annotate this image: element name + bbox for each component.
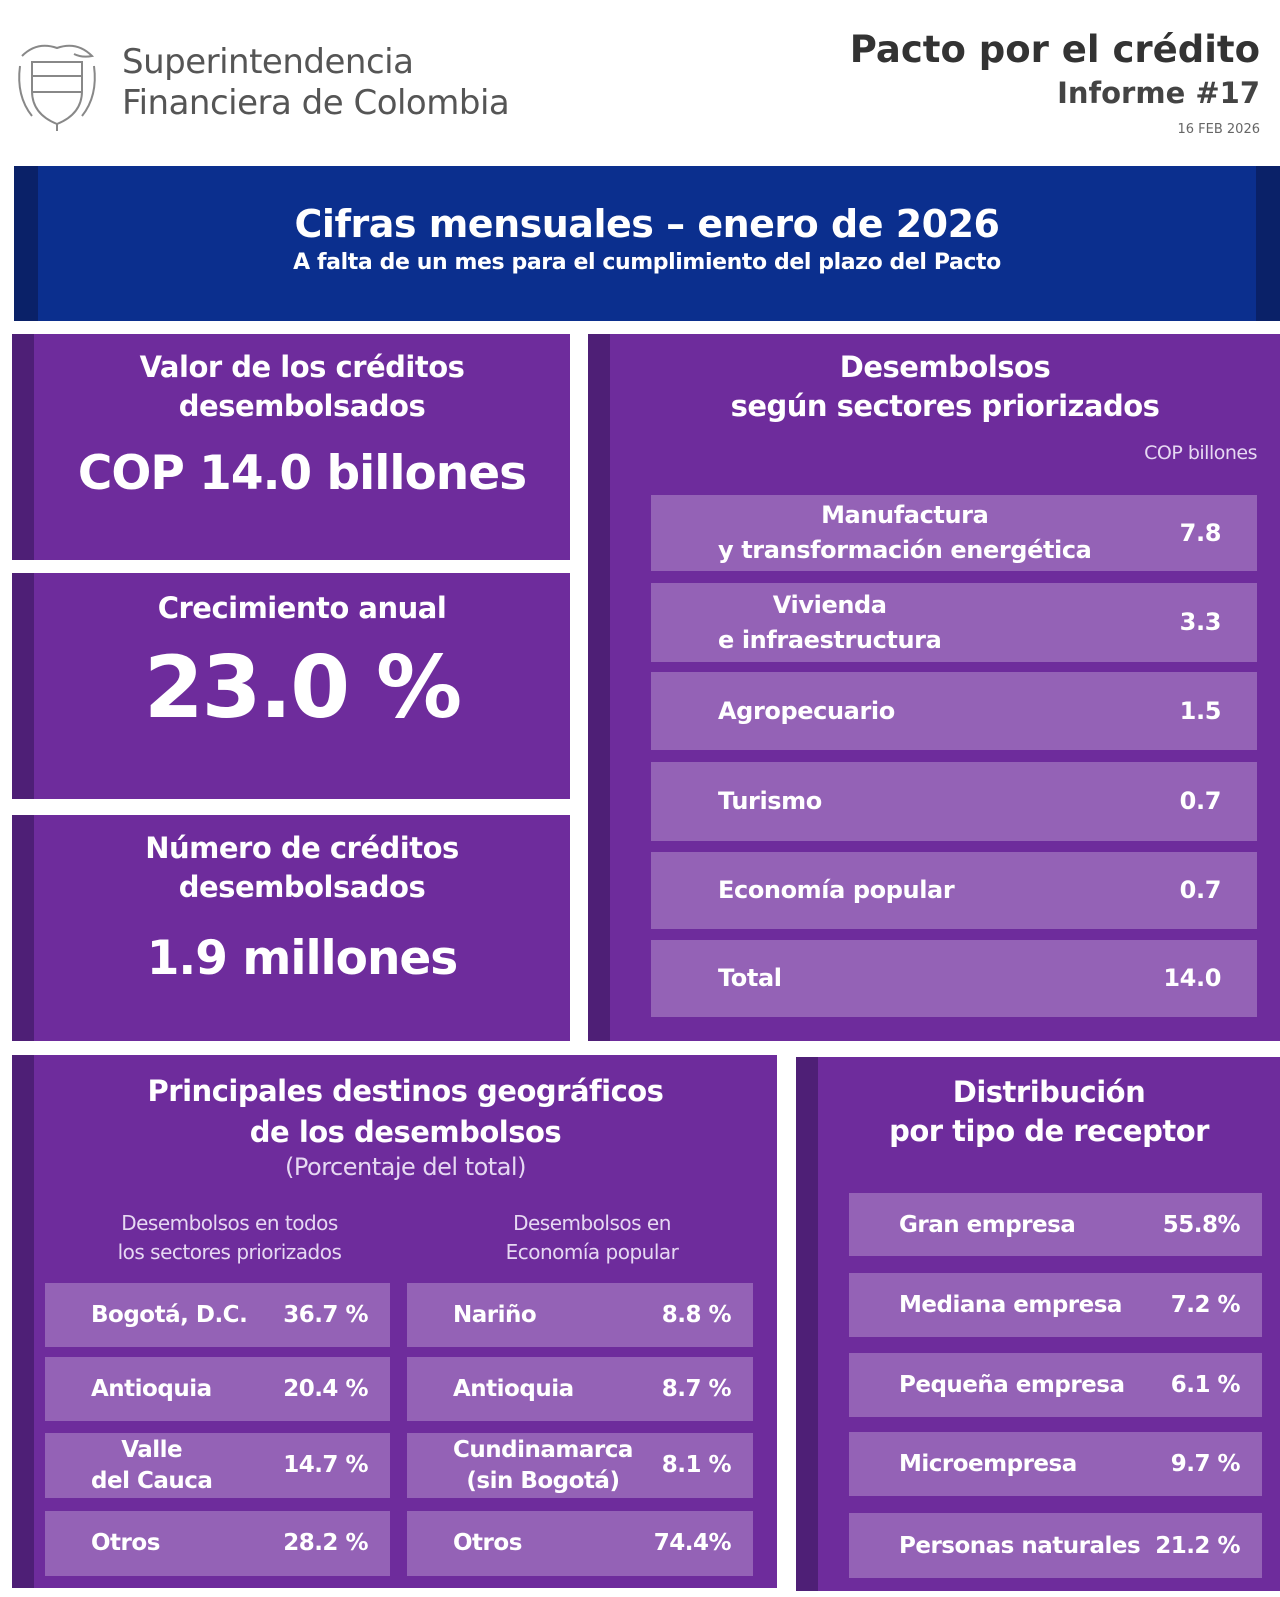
geo-row: Cundinamarca (sin Bogotá) 8.1 % bbox=[407, 1433, 753, 1498]
banner-subtitle: A falta de un mes para el cumplimiento d… bbox=[293, 250, 1001, 275]
receptor-value: 21.2 % bbox=[1155, 1532, 1240, 1559]
region-name: Antioquia bbox=[453, 1375, 574, 1402]
receptor-value: 6.1 % bbox=[1170, 1372, 1241, 1398]
receptor-row: Microempresa 9.7 % bbox=[849, 1432, 1262, 1496]
kpi-label: desembolsados bbox=[178, 870, 426, 904]
column-header: Economía popular bbox=[505, 1240, 679, 1264]
sector-name: Total bbox=[718, 964, 782, 992]
region-name: Valle bbox=[121, 1436, 183, 1463]
banner: Cifras mensuales – enero de 2026 A falta… bbox=[14, 166, 1280, 321]
kpi-label: Crecimiento anual bbox=[157, 591, 447, 625]
receptor-name: Mediana empresa bbox=[899, 1292, 1122, 1318]
panel-title: por tipo de receptor bbox=[889, 1114, 1209, 1148]
region-value: 20.4 % bbox=[283, 1375, 368, 1402]
sector-value: 3.3 bbox=[1179, 608, 1222, 636]
org-line-1: Superintendencia bbox=[122, 42, 414, 82]
sector-name: Agropecuario bbox=[718, 696, 895, 725]
receptor-row: Pequeña empresa 6.1 % bbox=[849, 1353, 1262, 1417]
column-header: Desembolsos en bbox=[513, 1211, 671, 1235]
region-value: 28.2 % bbox=[283, 1530, 368, 1556]
sector-row: Economía popular 0.7 bbox=[651, 852, 1257, 929]
region-value: 8.7 % bbox=[661, 1375, 732, 1402]
receptor-row: Personas naturales 21.2 % bbox=[849, 1513, 1262, 1578]
region-name: Otros bbox=[453, 1530, 522, 1556]
receptor-name: Pequeña empresa bbox=[899, 1372, 1125, 1398]
org-line-2: Financiera de Colombia bbox=[122, 83, 510, 123]
sectors-panel: Desembolsos según sectores priorizados CO… bbox=[588, 334, 1280, 1041]
panel-title: según sectores priorizados bbox=[730, 389, 1160, 423]
geo-row: Nariño 8.8 % bbox=[407, 1283, 753, 1347]
sector-name: Turismo bbox=[718, 787, 822, 815]
region-name: Bogotá, D.C. bbox=[91, 1301, 248, 1328]
kpi-credit-count: Número de créditos desembolsados 1.9 mill… bbox=[12, 815, 570, 1041]
geo-row: Bogotá, D.C. 36.7 % bbox=[45, 1283, 390, 1347]
region-name: del Cauca bbox=[91, 1467, 213, 1494]
organization-name: Superintendencia Financiera de Colombia bbox=[122, 42, 510, 124]
sector-value: 0.7 bbox=[1179, 876, 1222, 904]
column-header: los sectores priorizados bbox=[117, 1240, 342, 1264]
receptor-name: Gran empresa bbox=[899, 1211, 1076, 1238]
colombia-coat-of-arms-logo bbox=[18, 44, 96, 131]
banner-title: Cifras mensuales – enero de 2026 bbox=[294, 202, 1000, 246]
sector-value: 7.8 bbox=[1179, 518, 1222, 547]
kpi-label: desembolsados bbox=[178, 389, 426, 423]
receptor-name: Microempresa bbox=[899, 1451, 1077, 1477]
region-name: Antioquia bbox=[91, 1375, 212, 1402]
geo-row: Valle del Cauca 14.7 % bbox=[45, 1433, 390, 1498]
kpi-value: 1.9 millones bbox=[146, 931, 459, 986]
receptor-panel: Distribución por tipo de receptor Gran em… bbox=[796, 1057, 1280, 1591]
receptor-value: 9.7 % bbox=[1170, 1451, 1241, 1477]
receptor-name: Personas naturales bbox=[899, 1532, 1141, 1559]
panel-title: Principales destinos geográficos bbox=[147, 1074, 664, 1108]
receptor-row: Mediana empresa 7.2 % bbox=[849, 1273, 1262, 1337]
kpi-label: Número de créditos bbox=[145, 831, 459, 865]
sector-value: 14.0 bbox=[1163, 964, 1221, 992]
sector-row: Turismo 0.7 bbox=[651, 762, 1257, 841]
receptor-value: 55.8% bbox=[1162, 1211, 1241, 1238]
report-date: 16 FEB 2026 bbox=[1177, 122, 1260, 137]
region-value: 8.8 % bbox=[661, 1301, 732, 1328]
receptor-row: Gran empresa 55.8% bbox=[849, 1193, 1262, 1256]
kpi-value: 23.0 % bbox=[143, 638, 462, 738]
region-value: 74.4% bbox=[653, 1530, 732, 1556]
sector-row: Vivienda e infraestructura 3.3 bbox=[651, 583, 1257, 662]
kpi-credit-value: Valor de los créditos desembolsados COP 1… bbox=[12, 334, 570, 560]
panel-note: (Porcentaje del total) bbox=[285, 1153, 526, 1181]
geo-row: Antioquia 8.7 % bbox=[407, 1357, 753, 1421]
sector-row: Manufactura y transformación energética 7.… bbox=[651, 495, 1257, 571]
sector-name: e infraestructura bbox=[718, 625, 942, 654]
region-name: Nariño bbox=[453, 1301, 537, 1328]
region-name: Otros bbox=[91, 1530, 160, 1556]
report-number: Informe #17 bbox=[1057, 76, 1260, 110]
region-value: 14.7 % bbox=[283, 1452, 368, 1478]
sector-row: Agropecuario 1.5 bbox=[651, 672, 1257, 750]
unit-label: COP billones bbox=[1144, 442, 1257, 464]
panel-title: Desembolsos bbox=[839, 350, 1051, 384]
region-value: 36.7 % bbox=[283, 1301, 368, 1328]
receptor-value: 7.2 % bbox=[1170, 1292, 1241, 1318]
sector-value: 0.7 bbox=[1179, 787, 1222, 815]
sector-name: y transformación energética bbox=[718, 536, 1092, 564]
sector-value: 1.5 bbox=[1179, 696, 1222, 725]
kpi-value: COP 14.0 billones bbox=[77, 446, 527, 501]
kpi-annual-growth: Crecimiento anual 23.0 % bbox=[12, 573, 570, 799]
report-title: Pacto por el crédito bbox=[849, 28, 1260, 71]
region-value: 8.1 % bbox=[661, 1452, 732, 1478]
geo-row: Antioquia 20.4 % bbox=[45, 1357, 390, 1421]
panel-title: de los desembolsos bbox=[249, 1115, 562, 1149]
sector-name: Vivienda bbox=[772, 590, 887, 619]
region-name: Cundinamarca bbox=[453, 1436, 633, 1463]
region-name: (sin Bogotá) bbox=[466, 1467, 620, 1494]
sector-name: Manufactura bbox=[821, 501, 989, 529]
geo-row: Otros 28.2 % bbox=[45, 1511, 390, 1576]
column-header: Desembolsos en todos bbox=[121, 1211, 338, 1235]
panel-title: Distribución bbox=[952, 1075, 1146, 1109]
kpi-label: Valor de los créditos bbox=[139, 350, 465, 384]
sector-total-row: Total 14.0 bbox=[651, 940, 1257, 1017]
sector-name: Economía popular bbox=[718, 876, 955, 904]
geo-row: Otros 74.4% bbox=[407, 1511, 753, 1576]
geo-panel: Principales destinos geográficos de los d… bbox=[12, 1055, 777, 1588]
